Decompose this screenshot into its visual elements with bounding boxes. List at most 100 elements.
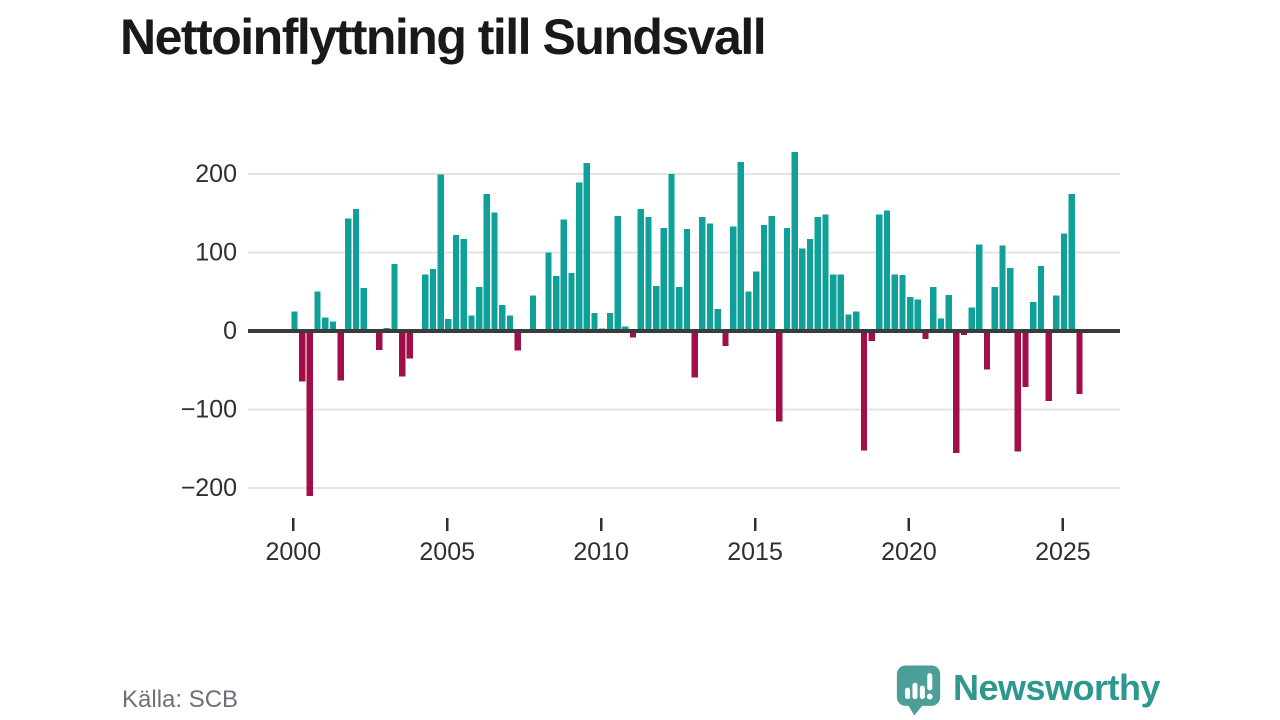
bar-2024Q1 (1030, 301, 1037, 331)
bar-2009Q4 (591, 312, 598, 331)
bar-2018Q3 (860, 331, 868, 451)
bar-2020Q3 (922, 331, 929, 339)
bar-2007Q2 (514, 331, 521, 351)
bar-2004Q3 (429, 268, 437, 331)
bar-2013Q2 (699, 217, 706, 331)
bar-2005Q2 (452, 235, 460, 331)
x-tick-label-2015: 2015 (727, 538, 783, 566)
bar-2016Q4 (806, 239, 814, 331)
bar-2014Q1 (722, 331, 729, 346)
bar-2021Q3 (953, 331, 960, 453)
bar-2025Q2 (1068, 194, 1075, 331)
x-tick-label-2010: 2010 (573, 538, 629, 566)
bar-2018Q1 (845, 314, 852, 331)
y-tick-label-0: 0 (223, 317, 237, 345)
bar-2001Q3 (337, 331, 344, 381)
newsworthy-logo: Newsworthy (894, 663, 1161, 717)
bar-2017Q2 (822, 214, 829, 331)
bar-2009Q3 (583, 162, 590, 331)
bar-2018Q4 (868, 331, 875, 342)
bar-2012Q2 (668, 173, 675, 331)
bar-2023Q3 (1014, 331, 1021, 452)
bar-2017Q3 (830, 274, 837, 331)
bar-2009Q2 (576, 182, 583, 331)
chart-title: Nettoinflyttning till Sundsvall (120, 9, 767, 65)
bar-2016Q2 (791, 151, 798, 331)
bar-2025Q3 (1076, 331, 1083, 394)
x-tick-label-2000: 2000 (265, 538, 321, 566)
bar-2012Q4 (683, 228, 691, 331)
bar-2016Q1 (783, 228, 791, 331)
bar-2002Q1 (352, 209, 360, 331)
bar-2011Q1 (629, 331, 637, 338)
bar-2020Q2 (914, 299, 921, 331)
bar-2011Q2 (637, 209, 644, 331)
bar-2008Q2 (545, 252, 552, 331)
x-tick-label-2005: 2005 (419, 538, 475, 566)
bar-2008Q3 (553, 276, 560, 331)
bar-2011Q4 (653, 286, 660, 331)
source-label: Källa: SCB (122, 686, 239, 713)
bar-2024Q3 (1045, 331, 1052, 401)
bar-2022Q4 (991, 287, 998, 331)
bar-2000Q4 (314, 291, 321, 331)
bar-2010Q2 (606, 312, 614, 331)
bar-2024Q4 (1053, 295, 1060, 331)
bar-2013Q1 (691, 331, 698, 378)
bar-2010Q3 (614, 216, 621, 331)
bar-2019Q2 (883, 210, 891, 331)
bar-2015Q1 (753, 271, 760, 331)
bar-2000Q1 (291, 311, 298, 332)
bar-2019Q1 (876, 214, 883, 331)
bar-2015Q3 (768, 216, 775, 331)
bar-2004Q4 (437, 174, 444, 331)
bar-2025Q1 (1060, 233, 1068, 331)
bar-2001Q4 (345, 218, 352, 331)
bar-2003Q2 (391, 264, 398, 331)
bar-2021Q1 (937, 318, 945, 331)
bar-2012Q1 (660, 228, 667, 331)
bar-2002Q4 (376, 331, 383, 350)
bar-2007Q4 (529, 295, 537, 331)
x-tick-label-2020: 2020 (881, 538, 937, 566)
bar-2013Q3 (706, 223, 714, 331)
bar-2015Q4 (776, 331, 783, 422)
bar-2011Q3 (645, 217, 652, 331)
y-tick-label-100: 100 (195, 238, 237, 266)
bar-2009Q1 (568, 272, 575, 331)
bar-2012Q3 (676, 287, 683, 331)
bar-2005Q3 (460, 239, 467, 331)
bar-2015Q2 (760, 224, 768, 331)
bar-2024Q2 (1037, 265, 1045, 331)
newsworthy-speech-bubble-bar-chart-icon (896, 665, 941, 716)
bar-2020Q4 (930, 287, 937, 331)
bar-2022Q1 (968, 307, 975, 331)
bar-2007Q1 (506, 315, 514, 331)
bar-2006Q3 (491, 212, 498, 331)
bar-2014Q2 (730, 226, 737, 331)
newsworthy-logo-text: Newsworthy (953, 667, 1161, 708)
bar-2016Q3 (799, 248, 806, 331)
bar-2017Q1 (814, 217, 821, 331)
bar-2001Q2 (329, 321, 337, 331)
bar-2014Q4 (745, 291, 752, 331)
bar-2002Q2 (360, 287, 367, 331)
bar-2003Q3 (399, 331, 406, 377)
bar-2004Q2 (422, 274, 429, 331)
bar-2013Q4 (714, 309, 721, 331)
bar-2000Q3 (306, 331, 313, 497)
bar-chart-plot: 200 100 0 −100 −200 2000 2005 2010 2015 2020 2025 (181, 151, 1120, 566)
bar-2023Q4 (1022, 331, 1029, 387)
bar-2005Q1 (445, 319, 452, 331)
y-tick-label--100: −100 (181, 396, 237, 424)
bar-2022Q3 (983, 331, 991, 370)
bar-2019Q3 (891, 274, 898, 331)
bar-2006Q1 (476, 287, 483, 331)
bar-2018Q2 (853, 311, 860, 332)
bar-2023Q1 (999, 245, 1006, 331)
bar-2019Q4 (899, 275, 906, 331)
bar-2022Q2 (976, 244, 983, 331)
bar-2023Q2 (1007, 268, 1014, 331)
x-tick-label-2025: 2025 (1035, 538, 1091, 566)
